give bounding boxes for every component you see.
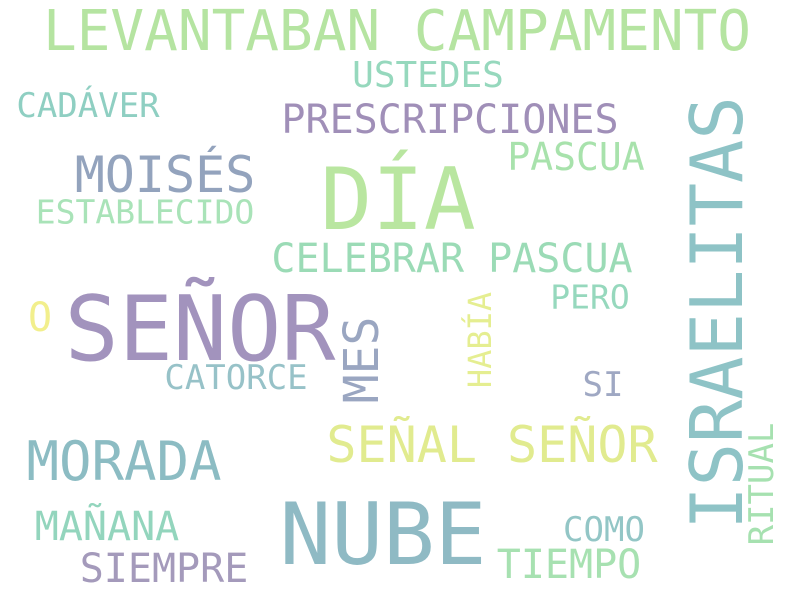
word-manana: MAÑANA [34, 504, 180, 550]
word-catorce: CATORCE [164, 358, 308, 398]
word-morada: MORADA [26, 430, 222, 493]
word-ustedes: USTEDES [352, 55, 504, 96]
word-o: O [27, 295, 53, 341]
word-si: SI [582, 365, 624, 405]
word-dia: DÍA [320, 150, 476, 250]
word-senal-senor: SEÑAL SEÑOR [326, 416, 658, 474]
word-mes: MES [334, 316, 390, 404]
word-habia: HABÍA [461, 291, 499, 389]
word-celebrar-pascua: CELEBRAR PASCUA [271, 236, 633, 282]
word-nube: NUBE [279, 485, 487, 585]
word-establecido: ESTABLECIDO [35, 192, 255, 232]
word-pascua: PASCUA [507, 135, 645, 179]
word-levantaban-campamento: LEVANTABAN CAMPAMENTO [42, 0, 752, 64]
word-cadaver: CADÁVER [16, 86, 160, 126]
word-tiempo: TIEMPO [496, 542, 642, 588]
word-senor: SEÑOR [64, 277, 336, 382]
word-pero: PERO [550, 277, 630, 317]
word-prescripciones: PRESCRIPCIONES [281, 97, 619, 143]
word-moises: MOISÉS [74, 146, 256, 204]
word-como: COMO [563, 510, 645, 550]
word-ritual: RITUAL [742, 422, 782, 546]
word-siempre: SIEMPRE [79, 546, 249, 592]
